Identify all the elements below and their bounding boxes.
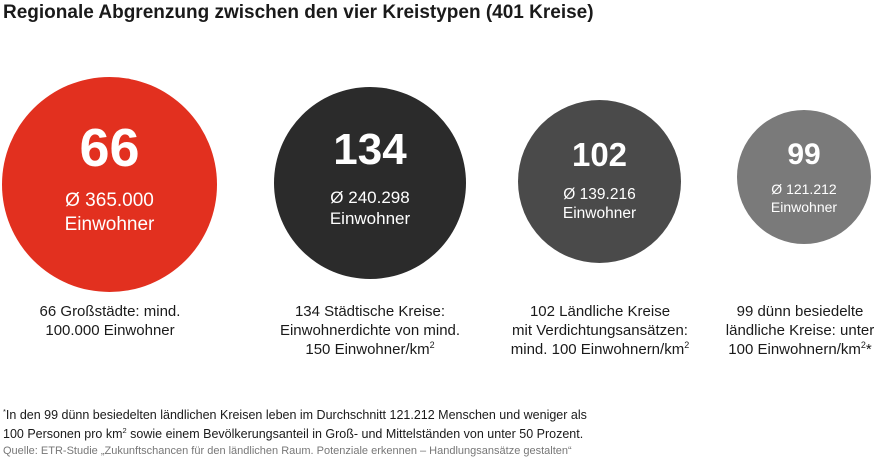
description-line: ländliche Kreise: unter <box>725 322 875 339</box>
description-line: 150 Einwohner/km2 <box>260 340 480 359</box>
bubble-value: 134 <box>333 125 407 174</box>
bubble-average-value: Ø 139.216 <box>563 186 636 203</box>
description-text: 150 Einwohner/km <box>305 341 430 358</box>
bubble-average: Ø 139.216 Einwohner <box>518 185 681 224</box>
footnote-line: 100 Personen pro km2 sowie einem Bevölke… <box>3 425 587 444</box>
bubble-value: 102 <box>571 136 628 173</box>
asterisk: * <box>865 341 872 358</box>
bubble-staedtische-kreise: 134 Ø 240.298 Einwohner <box>274 87 466 279</box>
bubble-value: 99 <box>787 138 821 171</box>
bubble-average-value: Ø 365.000 <box>65 190 154 211</box>
superscript: 2 <box>429 340 435 350</box>
description-line: 100 Einwohnern/km2* <box>715 340 885 359</box>
bubble-laendliche-kreise: 102 Ø 139.216 Einwohner <box>518 100 681 263</box>
description-line: mind. 100 Einwohnern/km2 <box>495 340 705 359</box>
description-text: 100 Einwohnern/km <box>728 341 861 358</box>
bubble-average-value: Ø 240.298 <box>330 188 410 207</box>
superscript: 2 <box>684 340 690 350</box>
footnote-line: *In den 99 dünn besiedelten ländlichen K… <box>3 406 587 425</box>
description-line: mit Verdichtungsansätzen: <box>512 322 688 339</box>
description-line: 100.000 Einwohner <box>45 322 175 339</box>
description-line: Einwohnerdichte von mind. <box>279 322 461 339</box>
bubble-grossstaedte: 66 Ø 365.000 Einwohner <box>2 77 217 292</box>
bubble-average: Ø 240.298 Einwohner <box>274 187 466 230</box>
description-line: 134 Städtische Kreise: <box>294 303 446 320</box>
bubble-average-unit: Einwohner <box>329 209 411 229</box>
bubble-value: 66 <box>79 118 140 178</box>
footnote-text: In den 99 dünn besiedelten ländlichen Kr… <box>5 408 587 422</box>
superscript: 2 <box>122 425 127 435</box>
description-line: 102 Ländliche Kreise <box>529 303 671 320</box>
description-staedtische-kreise: 134 Städtische Kreise: Einwohnerdichte v… <box>260 302 480 359</box>
footnote-marker: * <box>3 406 6 416</box>
bubble-average-value: Ø 121.212 <box>771 181 837 197</box>
chart-title: Regionale Abgrenzung zwischen den vier K… <box>3 2 594 23</box>
description-line: 66 Großstädte: mind. <box>39 303 181 320</box>
description-line: 99 dünn besiedelte <box>736 303 864 320</box>
footnote-text: sowie einem Bevölkerungsanteil in Groß- … <box>126 427 584 441</box>
description-text: mind. 100 Einwohnern/km <box>510 341 685 358</box>
bubble-average: Ø 121.212 Einwohner <box>737 181 871 216</box>
bubble-duenn-besiedelte-kreise: 99 Ø 121.212 Einwohner <box>737 110 871 244</box>
description-duenn-besiedelte-kreise: 99 dünn besiedelte ländliche Kreise: unt… <box>715 302 885 359</box>
footnote: *In den 99 dünn besiedelten ländlichen K… <box>3 406 587 444</box>
footnote-text: 100 Personen pro km <box>3 427 123 441</box>
bubble-average-unit: Einwohner <box>562 205 637 223</box>
bubble-average: Ø 365.000 Einwohner <box>2 189 217 237</box>
description-laendliche-kreise: 102 Ländliche Kreise mit Verdichtungsans… <box>495 302 705 359</box>
source-note: Quelle: ETR-Studie „Zukunftschancen für … <box>3 445 572 457</box>
bubble-average-unit: Einwohner <box>770 198 838 215</box>
bubble-average-unit: Einwohner <box>64 213 155 235</box>
description-grossstaedte: 66 Großstädte: mind. 100.000 Einwohner <box>10 302 210 340</box>
superscript: 2 <box>860 340 866 350</box>
